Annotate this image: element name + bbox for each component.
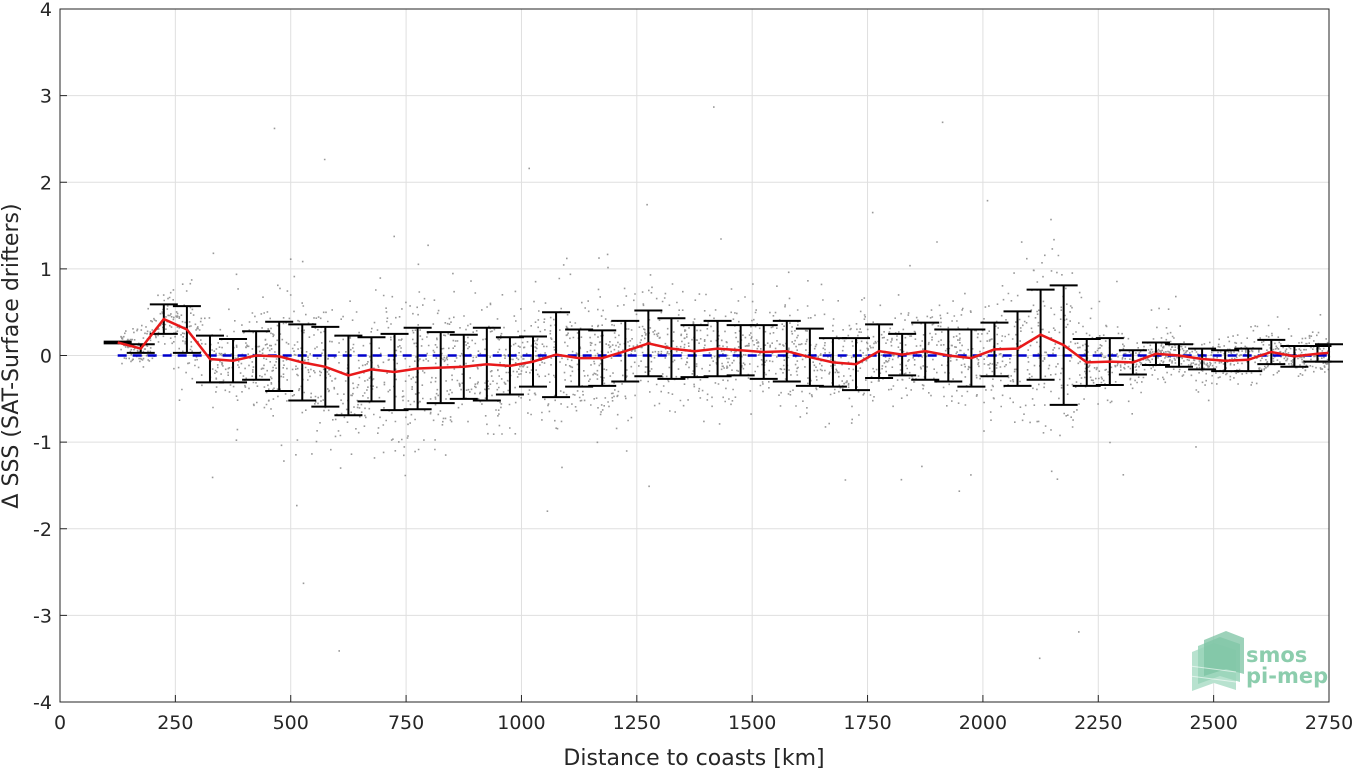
x-tick-label: 1000: [497, 712, 545, 734]
y-tick-label: -3: [33, 605, 52, 627]
x-tick-label: 500: [273, 712, 309, 734]
x-tick-label: 2500: [1189, 712, 1237, 734]
x-tick-label: 2250: [1074, 712, 1122, 734]
x-tick-label: 1750: [843, 712, 891, 734]
x-tick-label: 0: [54, 712, 66, 734]
x-tick-label: 250: [157, 712, 193, 734]
logo-line1: smos: [1246, 643, 1307, 667]
y-tick-label: -2: [33, 519, 52, 541]
y-axis-ticks: -4 -3 -2 -1 0 1 2 3 4: [33, 0, 67, 714]
y-axis-label: Δ SSS (SAT-Surface drifters): [0, 203, 24, 508]
x-tick-label: 1500: [728, 712, 776, 734]
y-tick-label: 0: [40, 346, 52, 368]
x-axis-label: Distance to coasts [km]: [563, 746, 824, 769]
logo-mark-icon: [1189, 631, 1244, 691]
x-tick-label: 2750: [1305, 712, 1353, 734]
x-tick-label: 750: [388, 712, 424, 734]
logo-line2: pi-mep: [1246, 664, 1328, 688]
smos-pi-mep-logo: smos pi-mep: [1189, 631, 1328, 691]
y-tick-label: 3: [40, 86, 52, 108]
x-tick-label: 2000: [959, 712, 1007, 734]
x-axis-ticks: 0 250 500 750 1000 1250 1500 1750 2000 2250 2500 27…: [54, 695, 1353, 734]
y-tick-label: -4: [33, 692, 52, 714]
mean-line: [117, 317, 1330, 377]
y-tick-label: 2: [40, 172, 52, 194]
y-tick-label: 1: [40, 259, 52, 281]
x-tick-label: 1250: [613, 712, 661, 734]
y-tick-label: 4: [40, 0, 52, 21]
y-tick-label: -1: [33, 432, 52, 454]
